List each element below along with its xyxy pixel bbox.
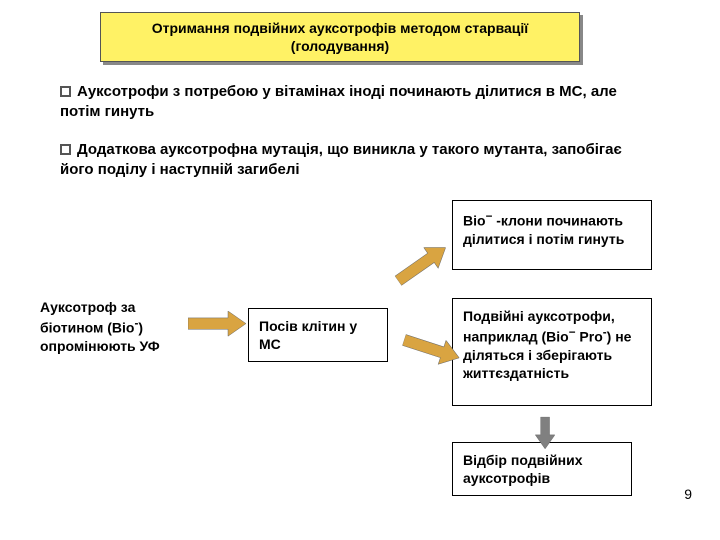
bullet-item: Додаткова ауксотрофна мутація, що виникл…	[60, 140, 640, 181]
bullet-text: Додаткова ауксотрофна мутація, що виникл…	[60, 141, 622, 178]
flow-node-n4: Подвійні ауксотрофи, наприклад (Bio− Pro…	[452, 298, 652, 406]
arrow-icon	[398, 248, 453, 292]
arrow-icon	[188, 324, 246, 337]
flow-node-n1: Ауксотроф за біотином (Bio-) опромінюють…	[32, 292, 172, 382]
arrow-icon	[535, 417, 545, 449]
page-number: 9	[684, 486, 692, 502]
bullet-text: Ауксотрофи з потребою у вітамінах іноді …	[60, 83, 617, 120]
bullet-square-icon	[60, 144, 71, 155]
bullet-item: Ауксотрофи з потребою у вітамінах іноді …	[60, 82, 640, 123]
flow-node-n3: Bio− -клони починають ділитися і потім г…	[452, 200, 652, 270]
flow-node-n2: Посів клітин у МС	[248, 308, 388, 362]
flow-node-n5: Відбір подвійних ауксотрофів	[452, 442, 632, 496]
bullet-square-icon	[60, 86, 71, 97]
slide-title-text: Отримання подвійних ауксотрофів методом …	[109, 19, 571, 55]
arrow-icon	[400, 340, 459, 370]
slide-title: Отримання подвійних ауксотрофів методом …	[100, 12, 580, 62]
